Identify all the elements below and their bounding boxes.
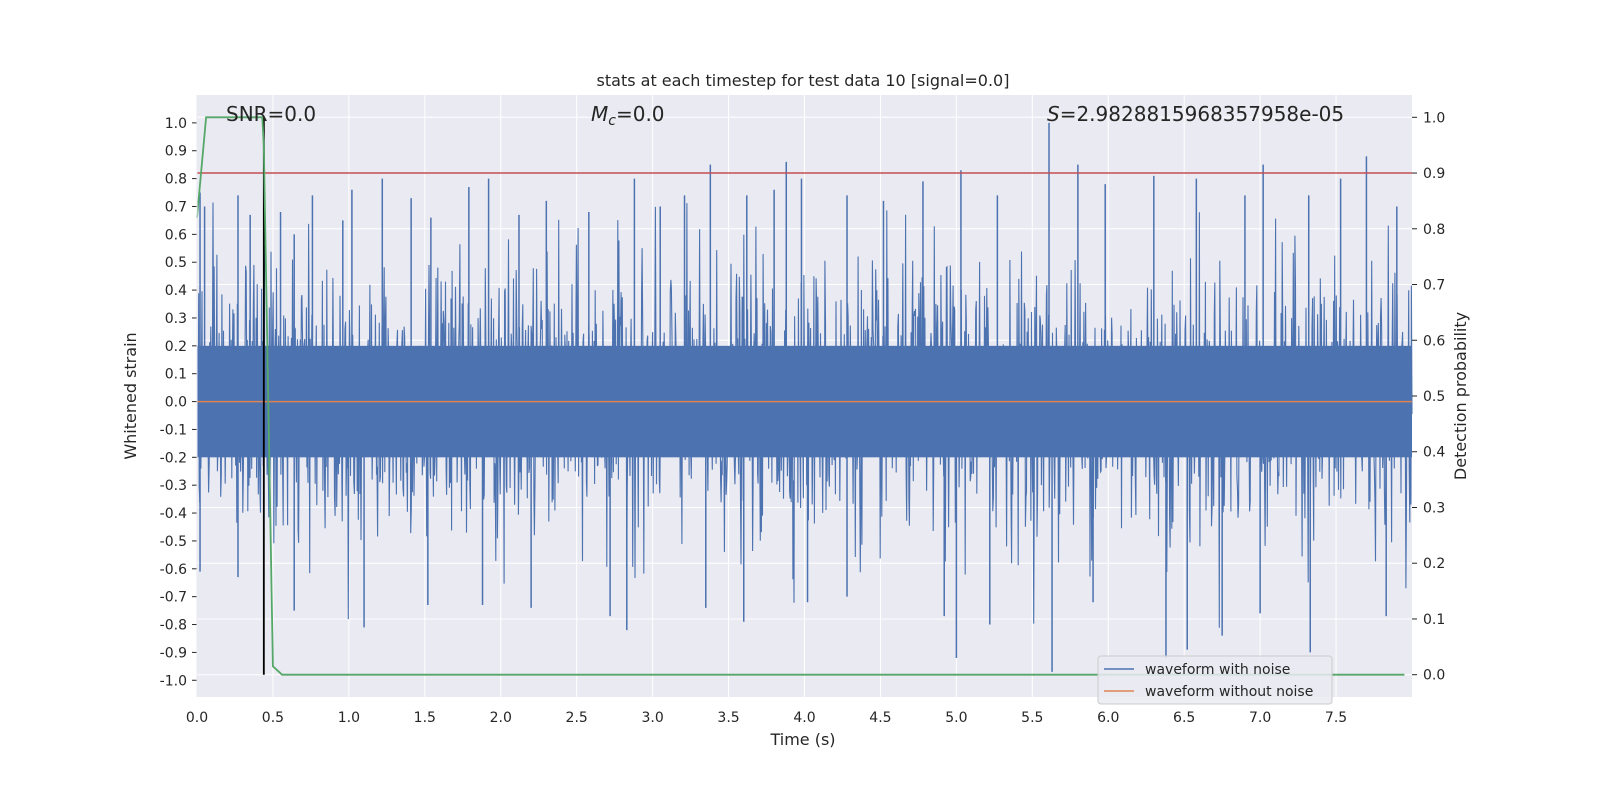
legend: waveform with noise waveform without noi… [1097,655,1333,705]
y-tick-label: 0.9 [165,144,187,160]
x-tick-label: 3.5 [717,710,739,726]
y-tick-label: 0.8 [165,172,187,188]
x-tick-label: 5.5 [1021,710,1043,726]
x-tick-label: 1.0 [338,710,360,726]
x-tick-label: 7.5 [1325,710,1347,726]
x-tick-label: 0.0 [186,710,208,726]
y2-tick-label: 0.4 [1423,445,1445,461]
snr-annotation: SNR=0.0 [226,102,316,126]
y-tick-label: 0.1 [165,367,187,383]
y-tick-label: 0.5 [165,255,187,271]
y-tick-label: 0.3 [165,311,187,327]
statistic-annotation: S=2.9828815968357958e-05 [1047,102,1344,126]
overlay-lines [196,116,1412,676]
x-axis-title: Time (s) [769,730,835,749]
y2-tick-label: 0.7 [1423,278,1445,294]
y-tick-label: -0.4 [160,506,187,522]
y-tick-label: 0.6 [165,227,187,243]
y2-tick-label: 0.0 [1423,668,1445,684]
statistic-value: =2.9828815968357958e-05 [1060,102,1344,126]
x-tick-label: 7.0 [1249,710,1271,726]
y-tick-label: -1.0 [160,673,187,689]
y-tick-label: -0.6 [160,562,187,578]
y2-tick-label: 0.1 [1423,612,1445,628]
axes: 0.0 0.5 1.0 1.5 2.0 2.5 3.0 3.5 4.0 4.5 5.0 5.5 6.0 6… [160,95,1445,726]
y-tick-label: -0.2 [160,450,187,466]
x-tick-label: 6.0 [1097,710,1119,726]
x-tick-label: 2.0 [490,710,512,726]
x-tick-label: 4.5 [869,710,891,726]
y2-tick-label: 0.8 [1423,222,1445,238]
x-tick-label: 0.5 [262,710,284,726]
y2-tick-label: 1.0 [1423,110,1445,126]
legend-box [1097,655,1333,705]
y-tick-label: 1.0 [165,116,187,132]
y-tick-label: 0.7 [165,199,187,215]
detection-probability-line [196,116,1405,676]
y-axis-title: Whitened strain [121,332,140,459]
y-tick-label: -0.9 [160,645,187,661]
y-tick-label: -0.7 [160,590,187,606]
y-tick-label: 0.0 [165,395,187,411]
x-tick-label: 3.0 [641,710,663,726]
x-tick-label: 4.0 [793,710,815,726]
y-tick-label: -0.5 [160,534,187,550]
y-tick-label: -0.1 [160,422,187,438]
chirp-mass-symbol: M [591,102,608,126]
y2-tick-label: 0.3 [1423,500,1445,516]
chirp-mass-subscript: c [608,113,616,129]
chart-title: stats at each timestep for test data 10 … [597,71,1010,90]
y2-tick-label: 0.2 [1423,556,1445,572]
legend-label-with-noise: waveform with noise [1145,662,1290,678]
statistic-symbol: S [1047,102,1060,126]
chirp-mass-annotation: Mc=0.0 [591,102,665,129]
y2-tick-label: 0.6 [1423,333,1445,349]
x-tick-label: 6.5 [1173,710,1195,726]
y-tick-label: 0.4 [165,283,187,299]
y2-axis-title: Detection probability [1451,312,1470,480]
chirp-mass-value: =0.0 [616,102,665,126]
x-tick-label: 1.5 [414,710,436,726]
legend-label-without-noise: waveform without noise [1145,684,1313,700]
y-tick-label: 0.2 [165,339,187,355]
y-tick-label: -0.3 [160,478,187,494]
x-tick-label: 5.0 [945,710,967,726]
y2-tick-label: 0.9 [1423,166,1445,182]
x-tick-label: 2.5 [566,710,588,726]
y-tick-label: -0.8 [160,618,187,634]
y2-tick-label: 0.5 [1423,389,1445,405]
